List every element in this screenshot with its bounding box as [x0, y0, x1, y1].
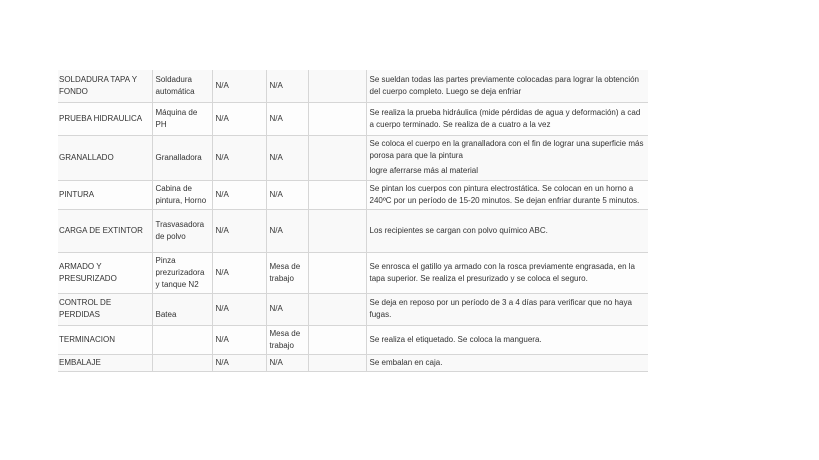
description-text: Se realiza la prueba hidráulica (mide pé…	[369, 107, 641, 129]
column-4-cell: Mesa de trabajo	[265, 325, 308, 355]
column-4-cell: N/A	[265, 354, 308, 372]
process-cell: CONTROL DE PERDIDAS	[58, 293, 152, 326]
process-cell: PINTURA	[58, 180, 152, 210]
column-3-cell: N/A	[211, 135, 266, 181]
process-cell: ARMADO Y PRESURIZADO	[58, 252, 152, 294]
machine-cell: Trasvasadora de polvo	[151, 209, 212, 253]
column-3-cell: N/A	[211, 102, 266, 136]
column-3-cell: N/A	[211, 325, 266, 355]
column-5-cell	[307, 209, 366, 253]
column-4-cell: N/A	[265, 180, 308, 210]
column-5-cell	[307, 102, 366, 136]
column-4-cell: N/A	[265, 70, 308, 103]
table-row: EMBALAJE N/A N/A Se embalan en caja.	[58, 354, 648, 372]
table-row: CARGA DE EXTINTOR Trasvasadora de polvo N/…	[58, 209, 648, 253]
machine-cell: Granalladora	[151, 135, 212, 181]
machine-cell: Pinza prezurizadora y tanque N2	[151, 252, 212, 294]
column-3-cell: N/A	[211, 354, 266, 372]
description-cell: Se pintan los cuerpos con pintura electr…	[365, 180, 648, 210]
column-3-cell: N/A	[211, 252, 266, 294]
table-row: ARMADO Y PRESURIZADO Pinza prezurizadora …	[58, 252, 648, 294]
description-text: Se sueldan todas las partes previamente …	[369, 74, 640, 96]
table-row: GRANALLADO Granalladora N/A N/A Se coloca el…	[58, 135, 648, 181]
description-text: Se pintan los cuerpos con pintura electr…	[369, 183, 640, 205]
description-text: Los recipientes se cargan con polvo quím…	[369, 225, 548, 235]
column-3-cell: N/A	[211, 209, 266, 253]
table-row: SOLDADURA TAPA Y FONDO Soldadura automáti…	[58, 70, 648, 103]
column-5-cell	[307, 252, 366, 294]
column-4-cell: N/A	[265, 293, 308, 326]
column-3-cell: N/A	[211, 180, 266, 210]
description-cell: Los recipientes se cargan con polvo quím…	[365, 209, 648, 253]
machine-cell	[151, 325, 212, 355]
description-text: logre aferrarse más al material	[369, 166, 478, 175]
description-cell: Se embalan en caja.	[365, 354, 648, 372]
machine-cell: Cabina de pintura, Horno	[151, 180, 212, 210]
description-cell: Se sueldan todas las partes previamente …	[365, 70, 648, 103]
description-text: Se embalan en caja.	[369, 357, 443, 367]
column-5-cell	[307, 135, 366, 181]
description-cell: Se deja en reposo por un período de 3 a …	[365, 293, 648, 326]
process-cell: PRUEBA HIDRAULICA	[58, 102, 152, 136]
table-row: CONTROL DE PERDIDAS Batea N/A N/A Se deja en…	[58, 293, 648, 326]
column-3-cell: N/A	[211, 70, 266, 103]
machine-cell: Batea	[151, 293, 212, 326]
process-cell: EMBALAJE	[58, 354, 152, 372]
column-4-cell: N/A	[265, 209, 308, 253]
description-text: Se coloca el cuerpo en la granalladora c…	[369, 139, 644, 160]
machine-cell: Soldadura automática	[151, 70, 212, 103]
column-4-cell: N/A	[265, 135, 308, 181]
description-text: Se enrosca el gatillo ya armado con la r…	[369, 261, 636, 283]
column-3-cell: N/A	[211, 293, 266, 326]
process-cell: SOLDADURA TAPA Y FONDO	[58, 70, 152, 103]
column-5-cell	[307, 70, 366, 103]
process-cell: GRANALLADO	[58, 135, 152, 181]
table-row: TERMINACION N/A Mesa de trabajo Se realiza …	[58, 325, 648, 355]
column-5-cell	[307, 293, 366, 326]
description-cell: Se realiza la prueba hidráulica (mide pé…	[365, 102, 648, 136]
description-cell: Se coloca el cuerpo en la granalladora c…	[365, 135, 648, 181]
column-5-cell	[307, 325, 366, 355]
column-4-cell: N/A	[265, 102, 308, 136]
process-cell: TERMINACION	[58, 325, 152, 355]
description-text: Se deja en reposo por un período de 3 a …	[369, 298, 632, 319]
machine-cell: Máquina de PH	[151, 102, 212, 136]
column-5-cell	[307, 180, 366, 210]
machine-cell	[151, 354, 212, 372]
description-cell: Se realiza el etiquetado. Se coloca la m…	[365, 325, 648, 355]
description-text: Se realiza el etiquetado. Se coloca la m…	[369, 334, 542, 344]
process-cell: CARGA DE EXTINTOR	[58, 209, 152, 253]
table-row: PINTURA Cabina de pintura, Horno N/A N/A Se …	[58, 180, 648, 210]
description-cell: Se enrosca el gatillo ya armado con la r…	[365, 252, 648, 294]
column-4-cell: Mesa de trabajo	[265, 252, 308, 294]
process-table: SOLDADURA TAPA Y FONDO Soldadura automáti…	[58, 70, 648, 372]
table-row: PRUEBA HIDRAULICA Máquina de PH N/A N/A Se r…	[58, 102, 648, 136]
column-5-cell	[307, 354, 366, 372]
